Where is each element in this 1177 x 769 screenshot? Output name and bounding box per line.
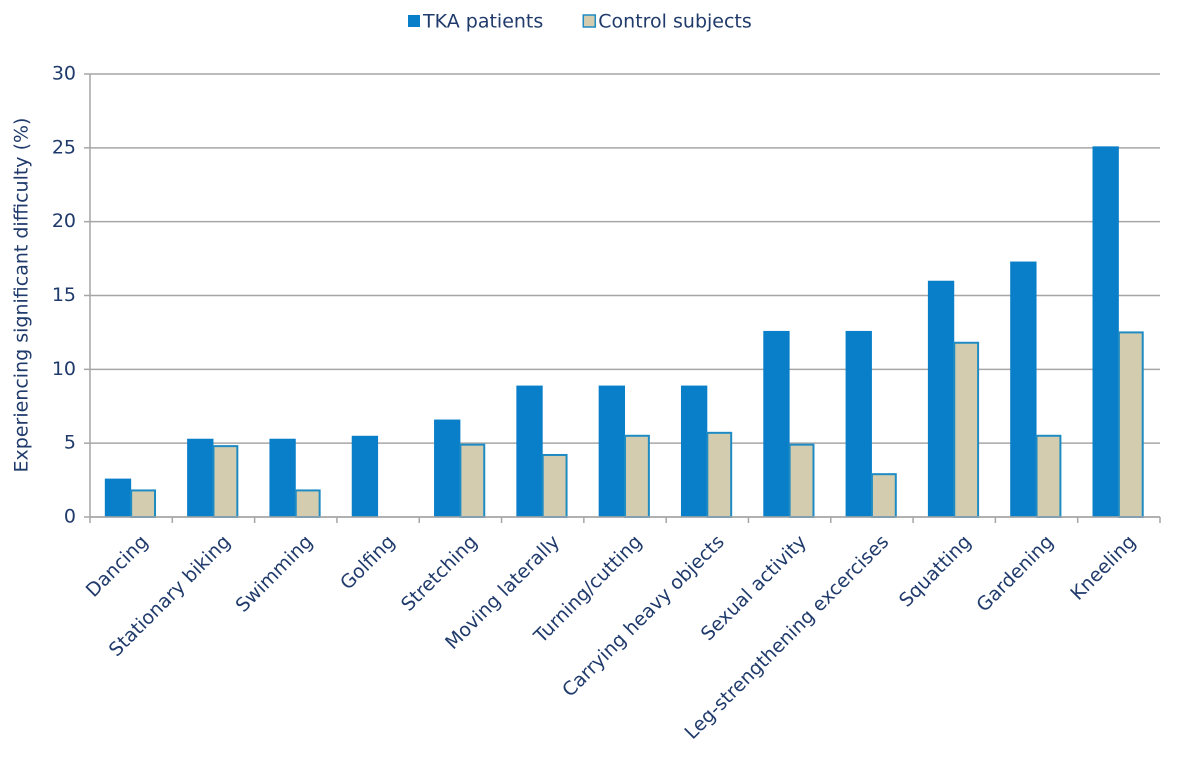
y-axis-label: Experiencing significant difficulty (%) — [11, 118, 33, 473]
bar — [624, 434, 650, 518]
y-tick-label: 25 — [52, 136, 76, 158]
x-tick-label: Kneeling — [1066, 531, 1140, 605]
bar — [459, 443, 486, 519]
legend-label: Control subjects — [598, 11, 751, 33]
bar — [870, 473, 897, 518]
x-tick-label: Gardening — [972, 531, 1058, 617]
bar — [1010, 261, 1037, 517]
y-tick-label: 5 — [64, 432, 76, 454]
bar — [845, 330, 872, 517]
legend-label: TKA patients — [422, 11, 543, 33]
bar — [434, 419, 461, 517]
bar — [269, 438, 296, 517]
y-tick-label: 0 — [64, 506, 76, 528]
bar — [541, 453, 568, 519]
y-tick-label: 10 — [52, 358, 76, 380]
x-tick-label: Squatting — [895, 531, 976, 612]
legend-swatch — [582, 14, 597, 28]
bar — [706, 431, 733, 518]
bar — [516, 385, 543, 517]
bar — [130, 489, 157, 519]
x-tick-label: Dancing — [82, 531, 153, 602]
bar — [212, 445, 239, 518]
bar — [1117, 331, 1144, 518]
y-tick-label: 30 — [52, 63, 76, 85]
x-tick-label: Swimming — [231, 531, 317, 617]
bar — [763, 330, 790, 517]
bar — [927, 280, 955, 517]
x-tick-label: Golfing — [336, 531, 399, 594]
bar — [680, 385, 708, 517]
bar — [187, 438, 214, 517]
y-tick-label: 20 — [52, 210, 76, 232]
x-tick-label: Carrying heavy objects — [558, 531, 729, 702]
bar — [1035, 434, 1062, 518]
bar — [788, 443, 815, 519]
legend-swatch — [408, 15, 420, 27]
bar — [953, 341, 980, 518]
bar — [294, 489, 321, 519]
x-tick-label: Stretching — [397, 531, 482, 616]
bar — [104, 478, 132, 517]
bar — [598, 385, 625, 517]
bar — [1092, 146, 1119, 517]
y-tick-label: 15 — [52, 284, 76, 306]
bar — [351, 435, 379, 517]
